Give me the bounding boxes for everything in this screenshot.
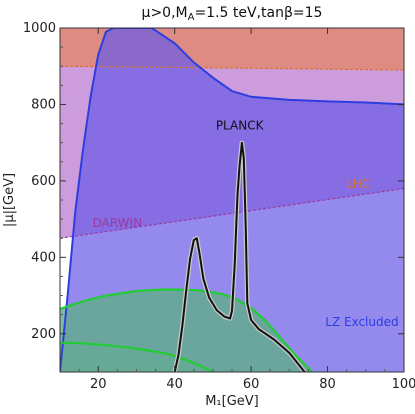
annotation-lz-excluded: LZ Excluded — [325, 315, 398, 329]
x-tick-label: 80 — [319, 377, 336, 392]
y-axis-label: |μ|[GeV] — [2, 173, 17, 227]
chart-title: μ>0,MA=1.5 teV,tanβ=15 — [142, 5, 323, 23]
axis-ticks: 20 40 60 80 100 200 400 600 800 1000 — [23, 21, 415, 392]
y-tick-label: 600 — [31, 174, 56, 189]
x-tick-label: 60 — [243, 377, 260, 392]
annotation-planck: PLANCK — [216, 118, 265, 132]
darwin-boundary-line — [60, 187, 404, 239]
lz-boundary-line — [60, 28, 404, 372]
lhc-boundary-line — [60, 65, 404, 71]
lz-excluded-region — [60, 28, 404, 372]
plot-area: PLANCK LHC DARWIN LZ Excluded — [60, 28, 404, 372]
y-tick-label: 400 — [31, 250, 56, 265]
green-boundary-line-1 — [60, 288, 314, 372]
planck-curve — [173, 141, 306, 372]
annotation-darwin: DARWIN — [93, 216, 142, 230]
x-axis-label: M₁[GeV] — [205, 394, 259, 409]
annotation-lhc: LHC — [346, 177, 370, 191]
x-tick-label: 20 — [90, 377, 107, 392]
y-tick-label: 800 — [31, 97, 56, 112]
x-tick-label: 40 — [166, 377, 183, 392]
green-boundary-line-2 — [60, 341, 214, 372]
y-tick-label: 1000 — [23, 21, 56, 36]
y-tick-label: 200 — [31, 327, 56, 342]
x-tick-label: 100 — [392, 377, 415, 392]
